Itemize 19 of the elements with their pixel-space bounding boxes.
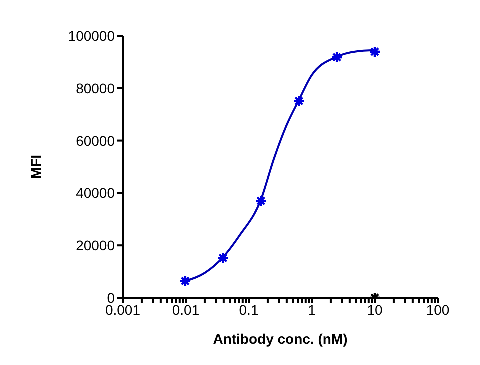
y-tick-label: 20000 [76, 238, 116, 254]
x-tick-label: 1 [308, 302, 316, 318]
y-tick-label: 80000 [76, 80, 116, 96]
x-tick-label: 0.01 [172, 302, 200, 318]
x-tick-label: 100 [426, 302, 450, 318]
x-tick-label: 0.1 [239, 302, 259, 318]
y-axis-title: MFI [28, 154, 44, 180]
point [293, 95, 306, 108]
y-tick-label: 60000 [76, 132, 116, 149]
y-tick-label: 40000 [76, 185, 116, 202]
point [330, 51, 344, 64]
point [368, 46, 382, 58]
x-tick-label: 10 [367, 302, 383, 318]
point [217, 252, 230, 264]
point [179, 275, 192, 288]
point [255, 194, 268, 208]
y-tick-label: 0 [107, 290, 116, 306]
y-tick-label: 100000 [68, 28, 116, 44]
x-axis-title: Antibody conc. (nM) [213, 331, 348, 347]
